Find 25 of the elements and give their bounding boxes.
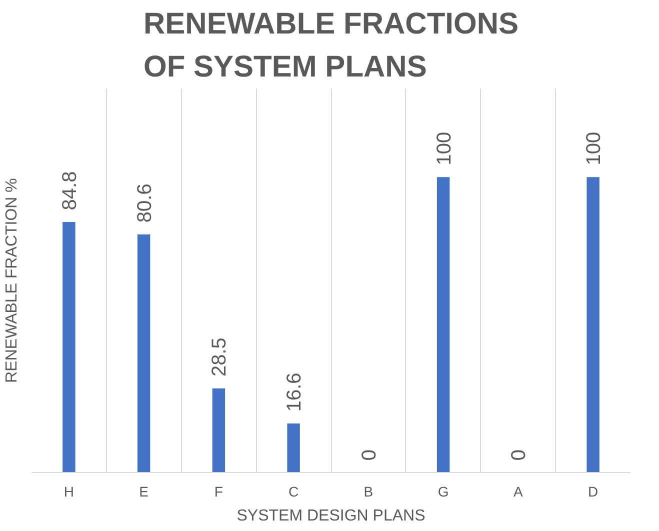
bar — [62, 222, 76, 472]
x-tick-label: H — [64, 484, 74, 500]
data-label: 16.6 — [284, 372, 306, 412]
x-axis-title: SYSTEM DESIGN PLANS — [236, 508, 426, 524]
bar — [137, 234, 150, 472]
bar — [287, 423, 300, 472]
x-tick-label: B — [364, 484, 374, 500]
x-tick-label: C — [288, 484, 299, 500]
y-axis-title: RENEWABLE FRACTION % — [4, 178, 20, 383]
data-label: 0 — [358, 450, 380, 461]
data-label: 100 — [583, 132, 606, 166]
bar — [212, 388, 226, 472]
data-label: 28.5 — [208, 338, 231, 376]
x-tick-label: D — [588, 484, 598, 500]
chart-title: RENEWABLE FRACTIONS OF SYSTEM PLANS — [144, 8, 518, 84]
data-label: 100 — [433, 132, 456, 166]
bar — [436, 177, 450, 472]
data-label: 0 — [508, 450, 530, 461]
x-tick-label: F — [214, 484, 223, 500]
data-label: 80.6 — [134, 184, 156, 223]
bar — [586, 177, 600, 472]
x-tick-label: G — [438, 484, 449, 500]
data-label: 84.8 — [58, 171, 81, 210]
x-tick-label: A — [514, 484, 524, 500]
x-tick-label: E — [139, 484, 148, 500]
